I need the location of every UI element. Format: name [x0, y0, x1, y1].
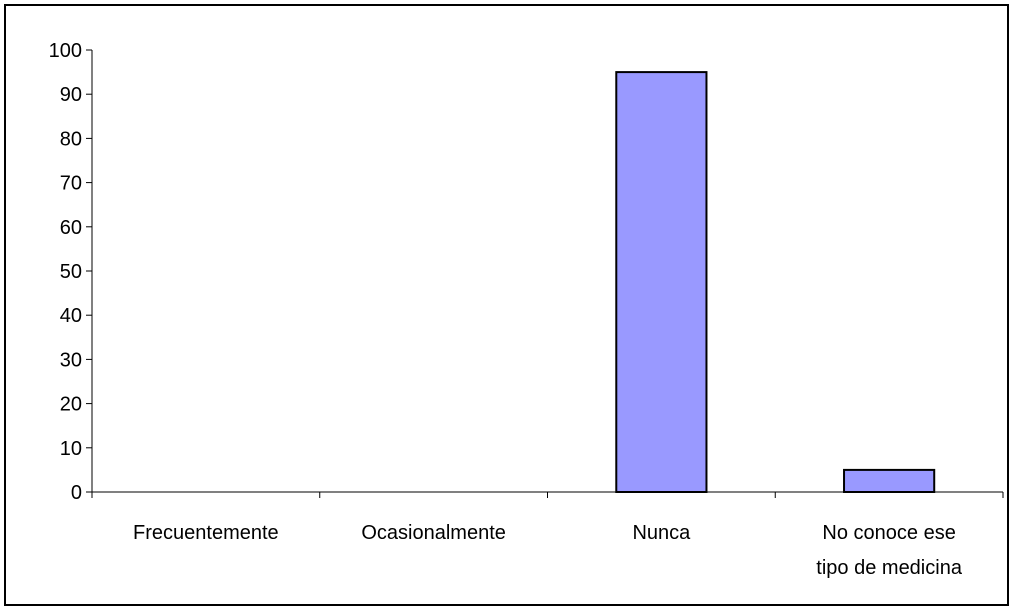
bar [615, 71, 708, 493]
y-tick-label: 80 [60, 128, 82, 150]
y-tick-label: 0 [71, 482, 82, 504]
x-tick-label: Nunca [632, 522, 691, 544]
y-tick-label: 40 [60, 305, 82, 327]
y-tick-label: 10 [60, 438, 82, 460]
y-tick-label: 70 [60, 173, 82, 195]
y-tick-label: 20 [60, 394, 82, 416]
x-tick-label: Ocasionalmente [361, 522, 506, 544]
y-tick-label: 30 [60, 349, 82, 371]
y-axis: 0 10 20 30 40 50 60 70 80 90 100 [49, 40, 93, 504]
y-tick-label: 50 [60, 261, 82, 283]
x-tick-labels: Frecuentemente Ocasionalmente Nunca No cono… [133, 522, 963, 579]
bar [843, 468, 936, 493]
y-tick-label: 60 [60, 217, 82, 239]
y-tick-label: 100 [49, 40, 82, 62]
x-tick-label: No conoce ese [822, 522, 955, 544]
y-tick-label: 90 [60, 84, 82, 106]
bars-group [615, 71, 936, 493]
x-tick-label: tipo de medicina [816, 557, 963, 579]
chart-border [4, 4, 1009, 606]
x-tick-label: Frecuentemente [133, 522, 279, 544]
